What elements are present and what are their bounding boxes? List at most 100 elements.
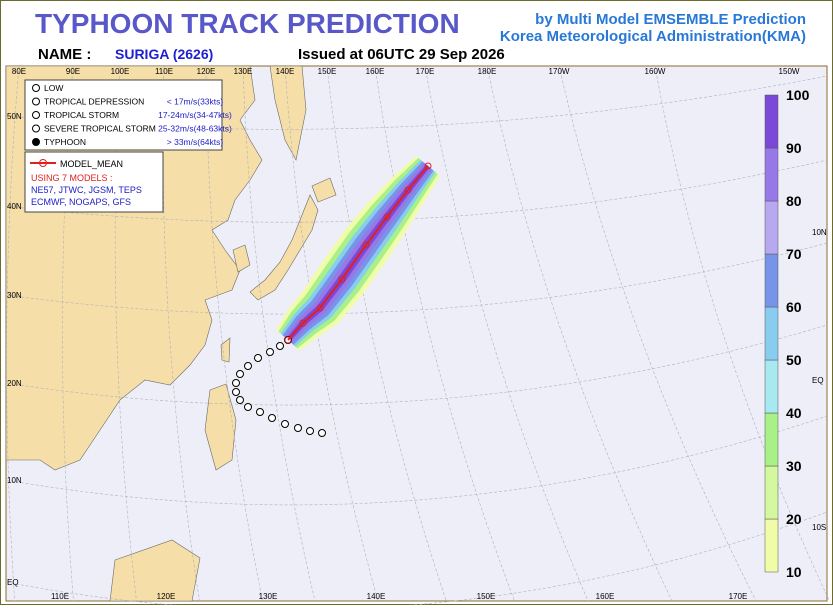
lon-label: 160W [645,67,666,76]
model-mean-point [338,275,346,283]
legend-symbol [32,111,40,119]
model-mean-point [362,241,370,249]
lon-label: 140E [276,67,295,76]
lat-label: EQ [812,376,824,385]
meridian [326,65,447,602]
intensity-legend [24,79,223,151]
colorbar: 10 20 30 40 50 60 70 80 90 100 [764,87,810,580]
lat-label: 50N [7,112,22,121]
track-point [294,424,302,432]
lon-label: 130E [259,592,278,601]
legend-symbol [32,97,40,106]
lon-label: 160E [596,592,615,601]
lon-label: 180E [478,67,497,76]
models-list: ECMWF, NOGAPS, GFS [31,197,131,207]
lon-label: 140E [367,592,386,601]
colorbar-label: 20 [786,511,802,527]
model-mean-point [299,319,307,327]
legend-symbol [32,138,40,146]
meridian [654,65,830,602]
mean-label: MODEL_MEAN [60,159,123,169]
track-point [268,414,276,422]
model-mean-point [383,213,391,221]
model-mean-point [424,162,432,170]
lon-label: 170E [729,592,748,601]
legend-label: TROPICAL STORM [44,110,119,120]
lat-label: 20N [7,379,22,388]
meridian [6,65,20,602]
track-point [244,403,252,411]
colorbar-segment [764,465,779,520]
name-value: SURIGA (2626) [115,46,213,62]
models-heading: USING 7 MODELS : [31,173,113,183]
track-point [306,427,314,435]
meridian [374,65,515,602]
lat-label: 10N [812,228,827,237]
model-mean-point [316,304,324,312]
models-list: NE57, JTWC, JGSM, TEPS [31,185,142,195]
lon-label: 130E [234,67,253,76]
graticule [5,65,830,610]
track-point [318,429,326,437]
colorbar-segment [764,359,779,414]
lon-label: 90E [66,67,80,76]
lon-label: 110E [155,67,173,76]
track-point [256,408,264,416]
track-point [236,370,244,378]
agency: Korea Meteorological Administration(KMA) [500,28,806,45]
lat-label: 40N [7,202,22,211]
issued: Issued at 06UTC 29 Sep 2026 [298,46,505,63]
lon-label: 110E [51,592,69,601]
parallel [5,242,828,315]
colorbar-label: 10 [786,564,802,580]
colorbar-segment [764,94,779,149]
track-point [232,388,240,396]
legend-label: TROPICAL DEPRESSION [44,97,144,107]
title: TYPHOON TRACK PREDICTION [35,8,460,39]
meridian [205,65,263,602]
lon-label: 170W [549,67,570,76]
parallel [5,511,828,610]
parallel [5,159,828,223]
lon-label: 150E [477,592,496,601]
colorbar-label: 60 [786,299,802,315]
legend-speed: 17-24m/s(34-47kts) [158,110,232,120]
track-point [276,342,284,350]
name-label: NAME : [38,46,91,63]
meridian [242,65,316,602]
colorbar-label: 80 [786,193,802,209]
lon-label: 80E [12,67,26,76]
source: by Multi Model EMSEMBLE Prediction [535,11,806,28]
colorbar-segment [764,306,779,361]
lon-label: 160E [366,67,385,76]
mean-marker-icon [39,159,47,167]
lon-label: 120E [157,592,176,601]
legend-label: SEVERE TROPICAL STORM [44,124,156,134]
track-point [266,348,274,356]
lat-label: EQ [7,578,19,587]
colorbar-label: 100 [786,87,810,103]
parallel [5,75,828,130]
lon-label: 150E [318,67,337,76]
colorbar-segment [764,412,779,467]
colorbar-segment [764,200,779,255]
lat-label: 10S [812,523,826,532]
track-point [244,362,252,370]
meridian [114,65,137,602]
ensemble-swath [276,156,440,351]
track-point [232,379,240,387]
model-mean-point [284,336,292,344]
lon-label: 100E [111,67,130,76]
track [232,162,432,437]
legend-label: LOW [44,83,63,93]
meridian [486,65,673,602]
colorbar-segment [764,253,779,308]
colorbar-label: 40 [786,405,802,421]
meridian [62,65,74,602]
lon-label: 120E [197,67,216,76]
model-mean-point [404,186,412,194]
lat-label: 10N [7,476,22,485]
track-point [236,396,244,404]
model-mean [287,165,429,341]
